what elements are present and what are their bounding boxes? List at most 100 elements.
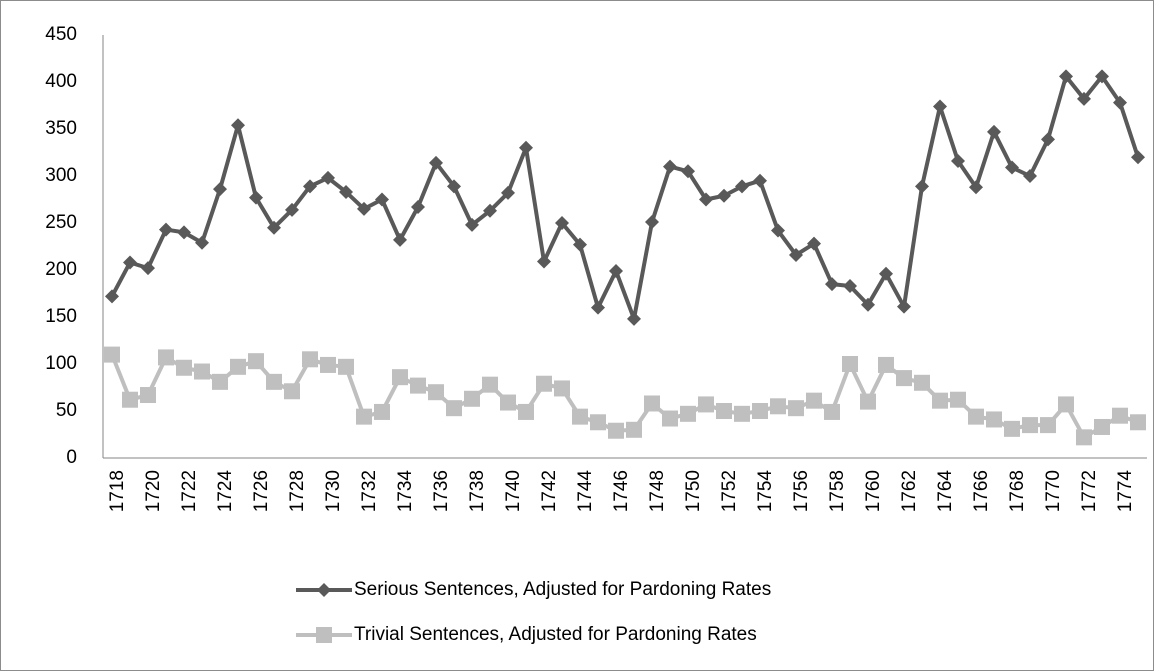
point: [338, 358, 354, 375]
point: [267, 220, 281, 235]
legend-marker: [317, 583, 331, 597]
x-tick-label: 1726: [251, 470, 272, 512]
y-tick-label: 50: [56, 400, 77, 421]
point: [843, 278, 857, 293]
x-tick-label: 1732: [359, 470, 380, 512]
point: [159, 222, 173, 237]
point: [230, 358, 246, 375]
point: [374, 403, 390, 420]
point: [519, 140, 533, 155]
point: [734, 405, 750, 422]
point: [213, 182, 227, 197]
point: [896, 370, 912, 387]
point: [879, 266, 893, 281]
point: [158, 349, 174, 366]
point: [645, 215, 659, 230]
x-tick-label: 1750: [683, 470, 704, 512]
x-tick-label: 1760: [863, 470, 884, 512]
y-tick-label: 300: [45, 165, 77, 186]
point: [897, 299, 911, 314]
point: [176, 359, 192, 376]
x-tick-label: 1730: [323, 470, 344, 512]
x-tick-label: 1752: [719, 470, 740, 512]
point: [537, 254, 551, 269]
y-tick-label: 100: [45, 353, 77, 374]
point: [933, 99, 947, 114]
point: [788, 400, 804, 417]
point: [986, 411, 1002, 428]
point: [1076, 429, 1092, 446]
point: [266, 373, 282, 390]
x-tick-label: 1748: [647, 470, 668, 512]
point: [680, 405, 696, 422]
point: [753, 173, 767, 188]
point: [591, 300, 605, 315]
x-tick-label: 1754: [755, 470, 776, 513]
x-tick-label: 1720: [143, 470, 164, 512]
x-tick-label: 1758: [827, 470, 848, 512]
point: [951, 153, 965, 168]
point: [410, 377, 426, 394]
point: [195, 235, 209, 250]
point: [752, 403, 768, 419]
x-tick-label: 1768: [1007, 470, 1028, 512]
point: [915, 179, 929, 194]
x-tick-label: 1736: [431, 470, 452, 512]
point: [1094, 418, 1110, 435]
point: [302, 351, 318, 368]
point: [789, 247, 803, 262]
point: [123, 255, 137, 270]
point: [536, 375, 552, 392]
point: [770, 398, 786, 415]
point: [644, 395, 660, 412]
legend-marker: [316, 627, 332, 643]
y-tick-label: 450: [45, 24, 77, 45]
point: [608, 422, 624, 439]
point: [1023, 169, 1037, 183]
point: [950, 391, 966, 408]
point: [825, 277, 839, 292]
point: [1041, 132, 1055, 147]
y-tick-label: 0: [66, 447, 77, 468]
point: [411, 200, 425, 215]
point: [104, 346, 120, 363]
series-line: [110, 74, 1140, 321]
point: [248, 353, 264, 370]
x-tick-label: 1722: [179, 470, 200, 512]
y-tick-label: 250: [45, 212, 77, 233]
y-tick-label: 200: [45, 259, 77, 280]
point: [662, 410, 678, 427]
x-tick-label: 1756: [791, 470, 812, 512]
point: [285, 202, 299, 217]
point: [878, 356, 894, 373]
point: [590, 414, 606, 431]
point: [698, 396, 714, 413]
point: [1095, 69, 1109, 84]
point: [735, 179, 749, 194]
point: [1131, 150, 1145, 165]
point: [483, 203, 497, 218]
point: [716, 403, 732, 419]
point: [1058, 396, 1074, 413]
point: [987, 124, 1001, 139]
point: [1040, 417, 1056, 434]
x-tick-label: 1738: [467, 470, 488, 512]
x-tick-label: 1764: [935, 470, 956, 513]
legend-label: Trivial Sentences, Adjusted for Pardonin…: [354, 624, 757, 645]
point: [194, 363, 210, 380]
point: [447, 179, 461, 194]
point: [771, 223, 785, 238]
series-line: [110, 353, 1139, 440]
point: [500, 394, 516, 411]
point: [627, 311, 641, 326]
x-tick-label: 1774: [1115, 470, 1136, 513]
point: [284, 383, 300, 400]
point: [339, 184, 353, 199]
point: [105, 289, 119, 304]
point: [1077, 91, 1091, 106]
point: [1112, 407, 1128, 424]
point: [321, 170, 335, 185]
point: [861, 297, 875, 312]
point: [681, 164, 695, 179]
